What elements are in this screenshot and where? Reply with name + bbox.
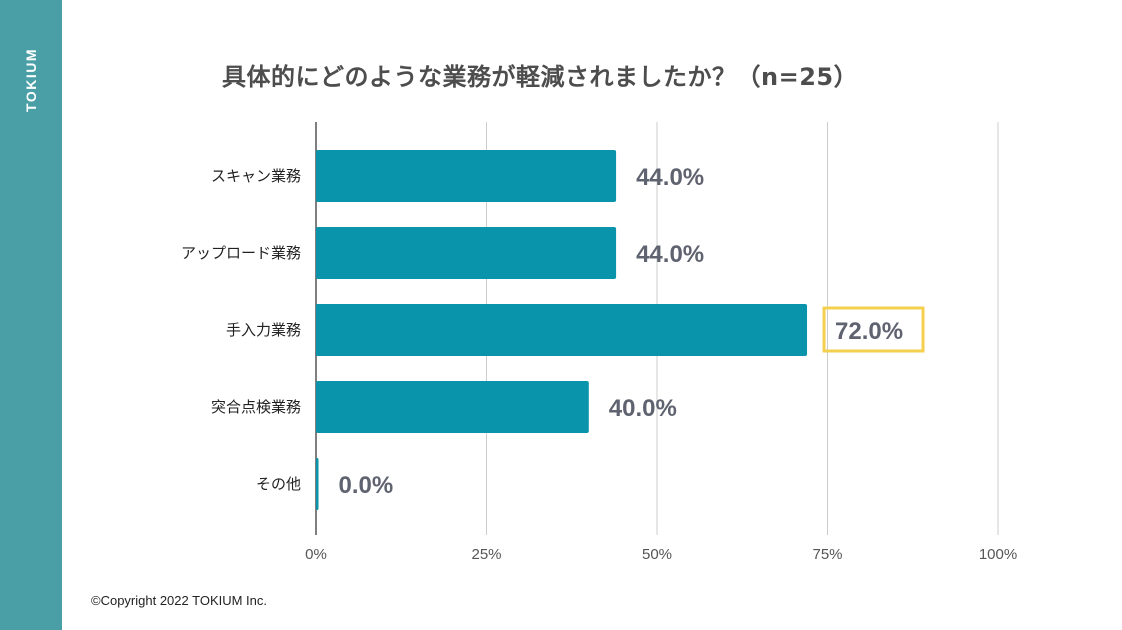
value-label: 72.0% [835, 318, 903, 345]
highlight-box [822, 306, 925, 353]
category-label: その他 [256, 475, 301, 493]
chart-title: 具体的にどのような業務が軽減されましたか？（n=25） [222, 63, 859, 91]
bar [316, 458, 319, 510]
x-tick-label: 0% [305, 546, 327, 563]
copyright-text: ©Copyright 2022 TOKIUM Inc. [91, 593, 268, 608]
bar [316, 381, 589, 433]
value-label: 44.0% [636, 164, 704, 191]
x-tick-label: 50% [642, 546, 672, 563]
category-label: スキャン業務 [211, 167, 301, 185]
side-band: TOKIUM [0, 0, 62, 630]
value-label: 0.0% [339, 472, 394, 499]
bar [316, 304, 808, 356]
category-label: 手入力業務 [226, 321, 301, 339]
bar [316, 227, 617, 279]
value-label: 40.0% [609, 395, 677, 422]
x-tick-label: 25% [471, 546, 501, 563]
category-label: 突合点検業務 [211, 398, 301, 416]
bar [316, 150, 617, 202]
x-tick-label: 100% [979, 546, 1017, 563]
category-label: アップロード業務 [181, 244, 301, 262]
value-label: 44.0% [636, 241, 704, 268]
x-tick-label: 75% [812, 546, 842, 563]
